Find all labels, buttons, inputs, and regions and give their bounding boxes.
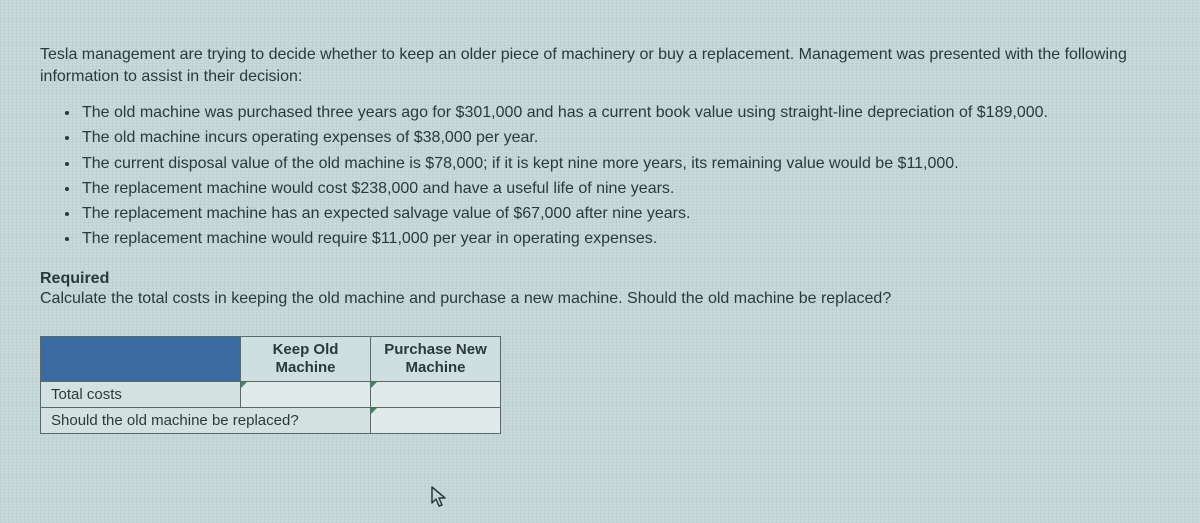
input-should-replace[interactable] xyxy=(371,408,501,434)
input-total-costs-keep[interactable] xyxy=(241,382,371,408)
row-label-should-replace: Should the old machine be replaced? xyxy=(41,408,371,434)
bullet-item: The replacement machine would require $1… xyxy=(80,227,1160,252)
required-text: Calculate the total costs in keeping the… xyxy=(40,290,1160,308)
intro-paragraph: Tesla management are trying to decide wh… xyxy=(40,44,1160,87)
cursor-icon xyxy=(430,485,450,515)
answer-table: Keep Old Machine Purchase New Machine To… xyxy=(40,336,501,434)
col-keep-old: Keep Old Machine xyxy=(241,337,371,382)
bullet-item: The current disposal value of the old ma… xyxy=(80,152,1160,177)
bullet-item: The old machine was purchased three year… xyxy=(80,101,1160,126)
bullet-item: The old machine incurs operating expense… xyxy=(80,126,1160,151)
question-page: Tesla management are trying to decide wh… xyxy=(0,0,1200,454)
col-purchase-new: Purchase New Machine xyxy=(371,337,501,382)
bullet-item: The replacement machine would cost $238,… xyxy=(80,177,1160,202)
table-row: Should the old machine be replaced? xyxy=(41,408,501,434)
input-total-costs-new[interactable] xyxy=(371,382,501,408)
bullet-item: The replacement machine has an expected … xyxy=(80,202,1160,227)
table-header-blank xyxy=(41,337,241,382)
table-row: Total costs xyxy=(41,382,501,408)
row-label-total-costs: Total costs xyxy=(41,382,241,408)
required-heading: Required xyxy=(40,270,1160,288)
table-header-row: Keep Old Machine Purchase New Machine xyxy=(41,337,501,382)
bullet-list: The old machine was purchased three year… xyxy=(80,101,1160,252)
